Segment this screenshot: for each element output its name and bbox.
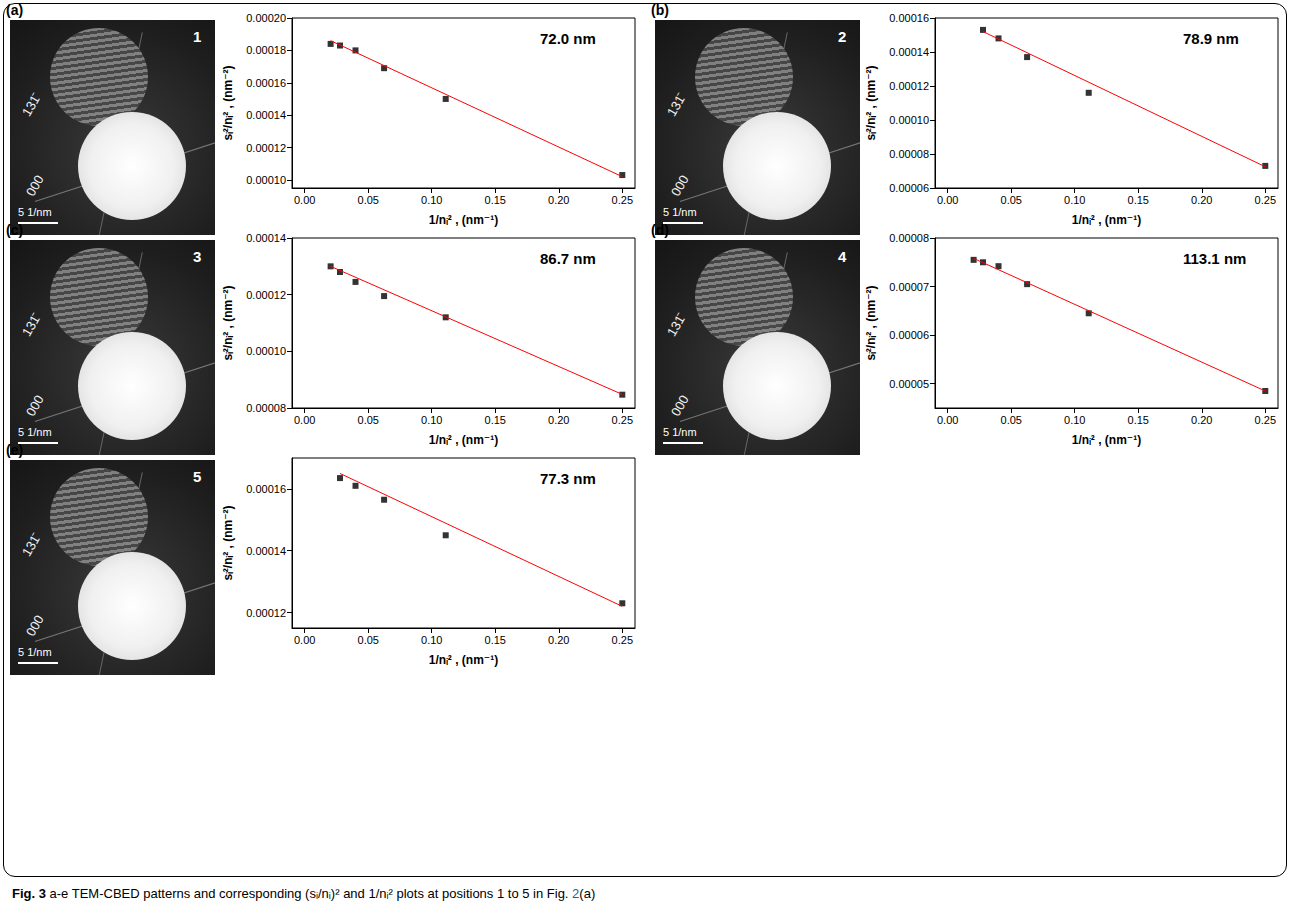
svg-text:0.20: 0.20 (1191, 414, 1212, 426)
svg-text:0.00007: 0.00007 (889, 281, 929, 293)
svg-text:sᵢ²/nᵢ² , (nm⁻²): sᵢ²/nᵢ² , (nm⁻²) (221, 505, 235, 580)
html-text:(a): (a) (6, 2, 24, 18)
html-text:5 1/nm: 5 1/nm (663, 426, 697, 438)
html-text:1: 1 (193, 28, 202, 45)
svg-text:0.20: 0.20 (1191, 194, 1212, 206)
html-text:5 1/nm: 5 1/nm (18, 206, 52, 218)
svg-text:sᵢ²/nᵢ² , (nm⁻²): sᵢ²/nᵢ² , (nm⁻²) (221, 65, 235, 140)
svg-text:1/nᵢ² , (nm⁻¹): 1/nᵢ² , (nm⁻¹) (429, 653, 498, 667)
svg-text:0.00014: 0.00014 (889, 46, 929, 58)
svg-text:sᵢ²/nᵢ² , (nm⁻²): sᵢ²/nᵢ² , (nm⁻²) (864, 285, 878, 360)
svg-text:0.15: 0.15 (1128, 194, 1149, 206)
html-text:000: 000 (22, 172, 47, 199)
html-text:000: 000 (667, 172, 692, 199)
html-text:(b): (b) (651, 2, 669, 18)
html-text:3: 3 (193, 248, 202, 265)
html-text:131̄: 131̄ (663, 312, 688, 339)
svg-text:0.00: 0.00 (937, 414, 958, 426)
svg-text:1/nᵢ² , (nm⁻¹): 1/nᵢ² , (nm⁻¹) (1072, 213, 1141, 227)
svg-text:0.00005: 0.00005 (889, 378, 929, 390)
svg-text:0.25: 0.25 (612, 194, 633, 206)
svg-text:0.00006: 0.00006 (889, 329, 929, 341)
svg-text:0.15: 0.15 (485, 414, 506, 426)
svg-text:1/nᵢ² , (nm⁻¹): 1/nᵢ² , (nm⁻¹) (429, 213, 498, 227)
svg-text:0.00012: 0.00012 (246, 289, 286, 301)
svg-text:0.00010: 0.00010 (889, 114, 929, 126)
html-text:5 1/nm: 5 1/nm (663, 206, 697, 218)
svg-text:0.00016: 0.00016 (889, 12, 929, 24)
svg-text:0.00018: 0.00018 (246, 44, 286, 56)
svg-text:0.00012: 0.00012 (889, 80, 929, 92)
html-text:5 1/nm: 5 1/nm (18, 646, 52, 658)
svg-text:0.00012: 0.00012 (246, 142, 286, 154)
html-text:5 1/nm: 5 1/nm (18, 426, 52, 438)
svg-text:0.25: 0.25 (612, 414, 633, 426)
svg-text:0.25: 0.25 (612, 634, 633, 646)
svg-text:0.00006: 0.00006 (889, 182, 929, 194)
html-text:5: 5 (193, 468, 202, 485)
svg-text:0.00020: 0.00020 (246, 12, 286, 24)
svg-text:0.10: 0.10 (421, 414, 442, 426)
svg-text:0.00014: 0.00014 (246, 545, 286, 557)
svg-text:0.05: 0.05 (1001, 194, 1022, 206)
svg-text:1/nᵢ² , (nm⁻¹): 1/nᵢ² , (nm⁻¹) (1072, 433, 1141, 447)
svg-text:0.00012: 0.00012 (246, 607, 286, 619)
svg-text:0.00: 0.00 (937, 194, 958, 206)
svg-text:0.05: 0.05 (358, 194, 379, 206)
html-text:131̄: 131̄ (663, 92, 688, 119)
svg-text:0.00016: 0.00016 (246, 77, 286, 89)
svg-text:78.9 nm: 78.9 nm (1183, 30, 1239, 47)
svg-text:sᵢ²/nᵢ² , (nm⁻²): sᵢ²/nᵢ² , (nm⁻²) (864, 65, 878, 140)
svg-text:0.00: 0.00 (294, 634, 315, 646)
svg-text:0.20: 0.20 (548, 414, 569, 426)
svg-text:1/nᵢ² , (nm⁻¹): 1/nᵢ² , (nm⁻¹) (429, 433, 498, 447)
svg-text:0.25: 0.25 (1255, 414, 1276, 426)
svg-text:0.00016: 0.00016 (246, 483, 286, 495)
svg-text:0.00008: 0.00008 (246, 402, 286, 414)
html-text:(c): (c) (6, 222, 24, 238)
svg-text:0.00: 0.00 (294, 194, 315, 206)
svg-text:0.05: 0.05 (358, 634, 379, 646)
svg-text:0.05: 0.05 (1001, 414, 1022, 426)
svg-text:0.00: 0.00 (294, 414, 315, 426)
html-text:4: 4 (838, 248, 847, 265)
svg-text:0.00014: 0.00014 (246, 109, 286, 121)
html-text:000: 000 (667, 392, 692, 419)
svg-text:77.3 nm: 77.3 nm (540, 470, 596, 487)
svg-text:0.15: 0.15 (485, 194, 506, 206)
html-text:131̄: 131̄ (18, 92, 43, 119)
svg-text:0.00008: 0.00008 (889, 232, 929, 244)
svg-text:0.10: 0.10 (421, 194, 442, 206)
svg-text:0.15: 0.15 (1128, 414, 1149, 426)
svg-text:0.10: 0.10 (421, 634, 442, 646)
svg-text:0.00010: 0.00010 (246, 345, 286, 357)
html-text:131̄: 131̄ (18, 532, 43, 559)
svg-text:0.00008: 0.00008 (889, 148, 929, 160)
svg-text:113.1 nm: 113.1 nm (1183, 250, 1246, 267)
html-text:000: 000 (22, 612, 47, 639)
svg-text:0.15: 0.15 (485, 634, 506, 646)
svg-text:0.05: 0.05 (358, 414, 379, 426)
svg-text:72.0 nm: 72.0 nm (540, 30, 596, 47)
svg-text:0.00014: 0.00014 (246, 232, 286, 244)
html-text:(d): (d) (651, 222, 669, 238)
html-text:2: 2 (838, 28, 847, 45)
html-text:Fig. 3 a-e TEM-CBED patterns a: Fig. 3 a-e TEM-CBED patterns and corresp… (12, 886, 596, 901)
svg-text:0.10: 0.10 (1064, 194, 1085, 206)
svg-text:0.00010: 0.00010 (246, 174, 286, 186)
svg-text:86.7 nm: 86.7 nm (540, 250, 596, 267)
svg-text:0.20: 0.20 (548, 634, 569, 646)
svg-text:sᵢ²/nᵢ² , (nm⁻²): sᵢ²/nᵢ² , (nm⁻²) (221, 285, 235, 360)
svg-text:0.25: 0.25 (1255, 194, 1276, 206)
html-text:131̄: 131̄ (18, 312, 43, 339)
html-text:(e): (e) (6, 442, 24, 458)
svg-text:0.20: 0.20 (548, 194, 569, 206)
html-text:000: 000 (22, 392, 47, 419)
svg-text:0.10: 0.10 (1064, 414, 1085, 426)
